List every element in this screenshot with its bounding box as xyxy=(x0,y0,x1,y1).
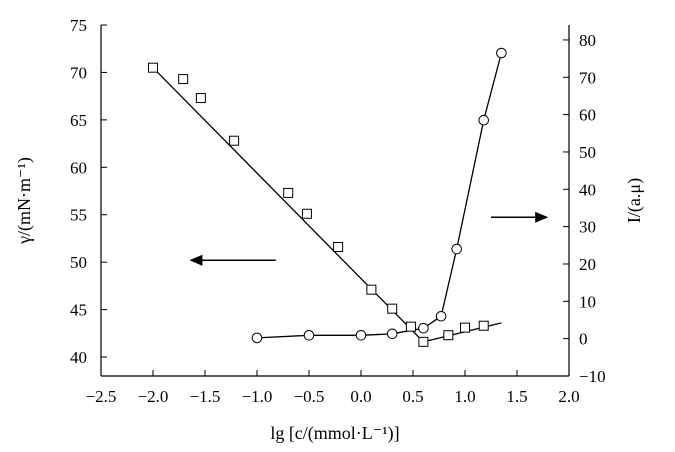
data-point-circle xyxy=(435,310,447,322)
fit-line xyxy=(152,67,424,343)
x-tick-label: −1.5 xyxy=(190,387,221,406)
data-point-circle xyxy=(251,332,263,344)
x-tick-label: −2.5 xyxy=(86,387,117,406)
data-point-square xyxy=(178,74,189,85)
y-right-axis-ticks: −10 0 10 20 30 40 50 60 70 80 xyxy=(563,31,606,386)
data-point-square xyxy=(283,187,294,198)
x-tick-label: 1.0 xyxy=(454,387,475,406)
y-right-tick-label: 30 xyxy=(579,218,596,237)
data-point-square xyxy=(148,62,158,73)
data-point-square xyxy=(460,322,470,333)
x-tick-label: −0.5 xyxy=(294,387,325,406)
y-left-tick-label: 55 xyxy=(70,206,87,225)
x-tick-label: 2.0 xyxy=(558,387,579,406)
y-left-tick-label: 70 xyxy=(70,63,87,82)
y-right-tick-label: 70 xyxy=(579,68,596,87)
data-point-circle xyxy=(418,322,429,334)
y-right-axis-title: I/(a.μ) xyxy=(624,178,645,223)
data-point-circle xyxy=(451,243,462,255)
axis-arrows xyxy=(189,211,549,266)
series-lines xyxy=(256,52,503,339)
y-left-tick-label: 40 xyxy=(70,348,87,367)
arrow-right xyxy=(491,211,549,223)
x-axis-title: lg [c/(mmol·L⁻¹)] xyxy=(270,423,399,444)
data-point-square xyxy=(387,303,398,314)
data-point-square xyxy=(301,208,312,219)
x-tick-label: −2.0 xyxy=(138,387,169,406)
y-left-tick-label: 60 xyxy=(70,158,87,177)
arrow-head xyxy=(189,254,203,266)
y-left-axis-title: γ/(mN·m⁻¹) xyxy=(14,157,35,245)
arrow-head xyxy=(535,211,549,223)
data-point-square xyxy=(366,284,377,295)
y-left-tick-label: 45 xyxy=(70,301,87,320)
data-point-circle xyxy=(496,47,507,59)
data-point-square xyxy=(443,330,454,341)
y-left-axis-ticks: 40 45 50 55 60 65 70 75 xyxy=(70,16,107,367)
x-tick-label: −1.0 xyxy=(242,387,273,406)
fit-lines xyxy=(152,67,502,343)
data-markers xyxy=(148,47,507,347)
data-point-circle xyxy=(386,328,398,340)
x-tick-label: 1.5 xyxy=(506,387,527,406)
data-point-square xyxy=(195,93,206,104)
data-point-circle xyxy=(355,329,367,341)
y-right-tick-label: 40 xyxy=(579,180,596,199)
x-tick-label: 0.0 xyxy=(350,387,371,406)
plot-axes xyxy=(100,25,570,377)
y-right-tick-label: 10 xyxy=(579,292,596,311)
y-right-tick-label: 80 xyxy=(579,31,596,50)
arrow-left xyxy=(189,254,276,266)
y-right-tick-label: 50 xyxy=(579,143,596,162)
data-point-circle xyxy=(478,114,490,126)
data-point-circle xyxy=(303,329,315,341)
y-left-tick-label: 65 xyxy=(70,111,87,130)
y-left-tick-label: 50 xyxy=(70,253,87,272)
y-right-tick-label: 60 xyxy=(579,106,596,125)
data-point-square xyxy=(478,320,489,331)
x-tick-label: 0.5 xyxy=(402,387,423,406)
series-line-circle xyxy=(256,52,503,339)
y-right-tick-label: −10 xyxy=(579,367,606,386)
data-point-square xyxy=(418,336,429,347)
x-axis-ticks: −2.5 −2.0 −1.5 −1.0 −0.5 0.0 0.5 1.0 1.5 2.0 xyxy=(86,370,580,406)
y-right-tick-label: 20 xyxy=(579,255,596,274)
y-left-tick-label: 75 xyxy=(70,16,87,35)
data-point-square xyxy=(229,135,240,146)
data-point-square xyxy=(405,321,416,332)
y-right-tick-label: 0 xyxy=(579,330,588,349)
data-point-square xyxy=(333,241,344,252)
